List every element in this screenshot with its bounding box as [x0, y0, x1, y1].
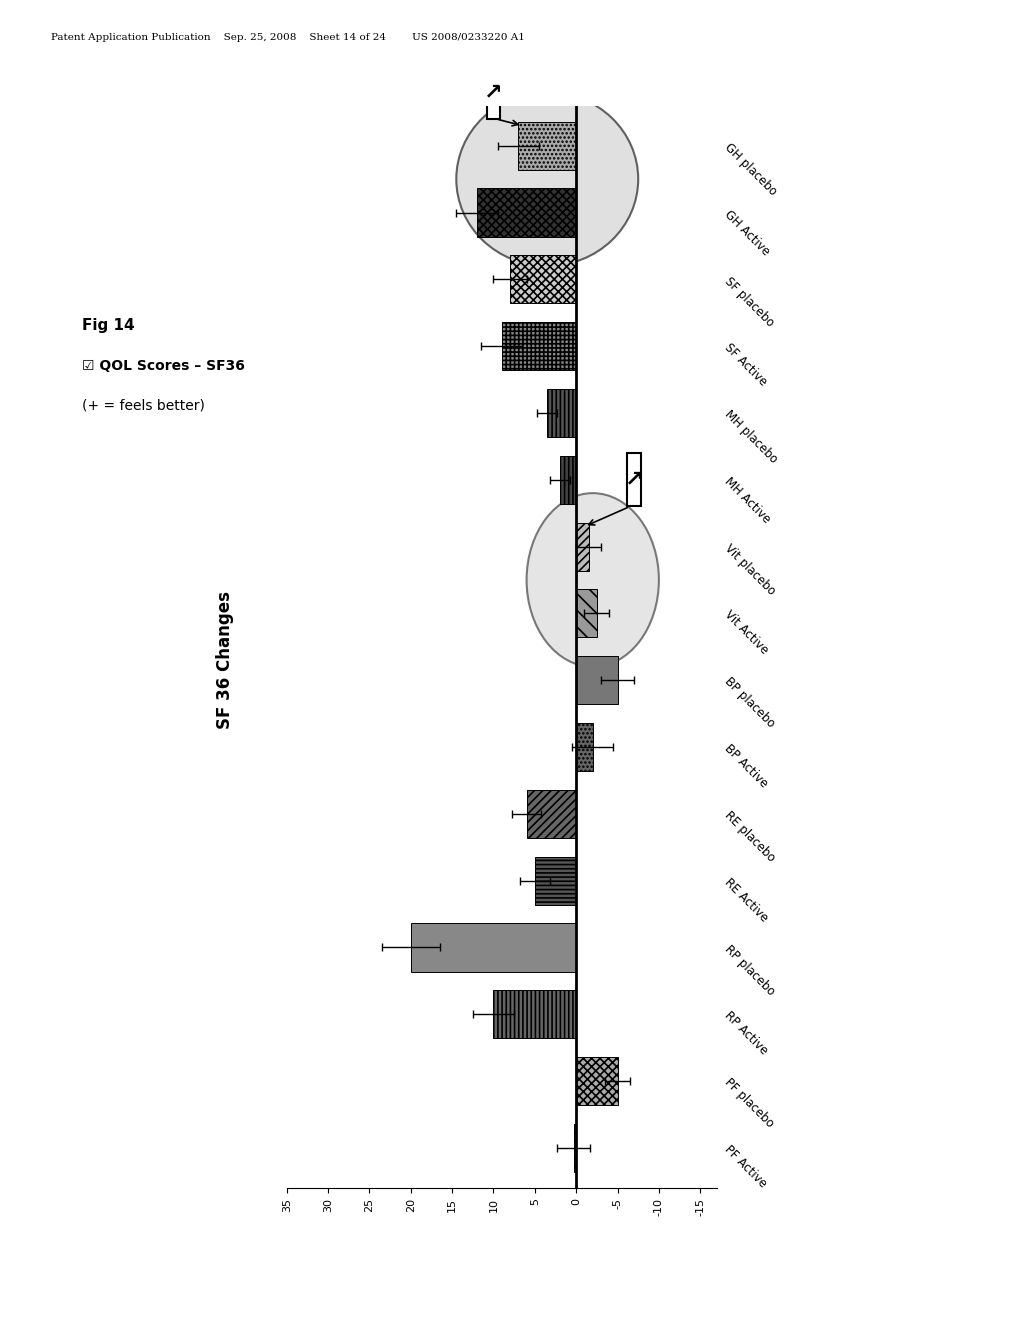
Bar	[560, 455, 577, 504]
Text: SF 36 Changes: SF 36 Changes	[216, 591, 234, 729]
Bar	[577, 656, 617, 705]
Text: ☑ QOL Scores – SF36: ☑ QOL Scores – SF36	[82, 359, 245, 372]
Text: Patent Application Publication    Sep. 25, 2008    Sheet 14 of 24        US 2008: Patent Application Publication Sep. 25, …	[51, 33, 525, 42]
Bar	[477, 189, 577, 236]
Bar	[510, 255, 577, 304]
Bar	[411, 924, 577, 972]
Bar	[577, 1057, 617, 1105]
Ellipse shape	[526, 494, 658, 667]
Bar	[573, 1123, 577, 1172]
Bar	[518, 121, 577, 170]
Bar	[577, 723, 593, 771]
Bar	[526, 789, 577, 838]
Text: (+ = feels better): (+ = feels better)	[82, 399, 205, 412]
FancyBboxPatch shape	[486, 66, 500, 119]
Bar	[577, 523, 589, 570]
FancyBboxPatch shape	[628, 453, 641, 507]
Bar	[494, 990, 577, 1039]
Text: ↗: ↗	[625, 470, 643, 490]
Bar	[535, 857, 577, 904]
Bar	[547, 389, 577, 437]
Bar	[577, 589, 597, 638]
Ellipse shape	[457, 92, 638, 265]
Text: ↗: ↗	[484, 82, 503, 102]
Text: Fig 14: Fig 14	[82, 318, 134, 333]
Bar	[502, 322, 577, 370]
